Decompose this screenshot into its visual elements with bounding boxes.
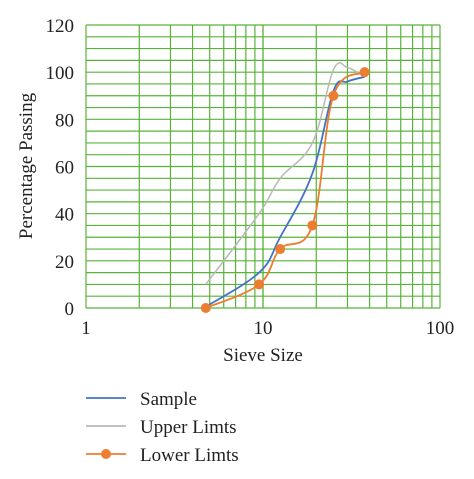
legend: Sample Upper Limts Lower Limts [86, 389, 239, 466]
y-tick-label: 100 [46, 63, 75, 84]
x-tick-label: 1 [81, 318, 91, 339]
y-tick-label: 20 [55, 252, 74, 273]
x-tick-label: 10 [254, 318, 273, 339]
y-tick-label: 60 [55, 158, 74, 179]
series-line-sample [205, 76, 365, 308]
data-point-lower-limts [307, 220, 318, 231]
data-point-lower-limts [359, 67, 370, 78]
data-point-lower-limts [275, 244, 286, 255]
y-tick-label: 0 [65, 299, 75, 320]
data-point-lower-limts [200, 303, 211, 313]
y-tick-label: 80 [55, 110, 74, 131]
y-tick-label: 40 [55, 205, 74, 226]
legend-label-sample: Sample [140, 389, 197, 410]
x-axis-title: Sieve Size [223, 345, 303, 366]
series-line-upper-limts [205, 62, 365, 285]
x-tick-label: 100 [426, 318, 455, 339]
y-tick-label: 120 [46, 16, 75, 37]
data-point-lower-limts [254, 279, 265, 290]
data-point-lower-limts [328, 90, 339, 101]
legend-marker-lower-limts [101, 449, 111, 459]
y-axis-title: Percentage Passing [16, 92, 37, 239]
legend-label-upper-limts: Upper Limts [140, 417, 237, 438]
series-layer [200, 62, 370, 313]
gridlines [85, 24, 441, 309]
legend-label-lower-limts: Lower Limts [140, 445, 239, 466]
